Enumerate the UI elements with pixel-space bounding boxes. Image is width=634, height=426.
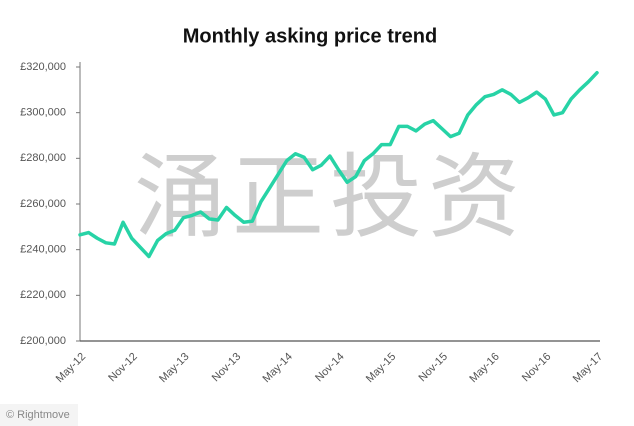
y-tick-label: £240,000: [20, 244, 66, 256]
y-tick-label: £300,000: [20, 107, 66, 119]
y-tick-label: £260,000: [20, 198, 66, 210]
y-tick-label: £220,000: [20, 289, 66, 301]
price-line: [78, 70, 599, 259]
y-tick-label: £280,000: [20, 152, 66, 164]
credit: © Rightmove: [6, 409, 70, 421]
credit-bg: [0, 404, 78, 426]
watermark: 涌正投资: [134, 144, 526, 251]
chart-title: Monthly asking price trend: [183, 25, 437, 47]
y-tick-label: £320,000: [20, 61, 66, 73]
y-tick-label: £200,000: [20, 335, 66, 347]
